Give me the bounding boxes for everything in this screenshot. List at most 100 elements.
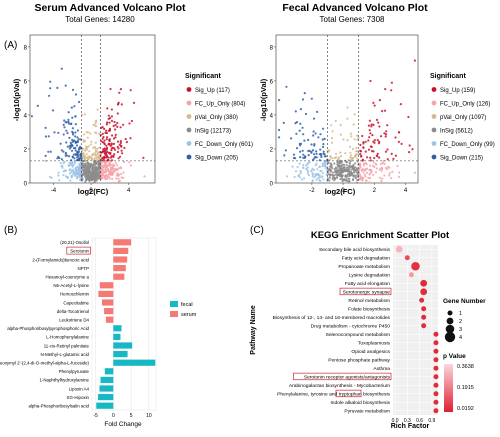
data-point <box>295 147 299 150</box>
data-point <box>101 176 104 179</box>
legend-marker <box>186 127 192 133</box>
kegg-pathway-label: Secondary bile acid biosynthesis <box>319 247 391 253</box>
data-point <box>110 143 113 146</box>
data-point <box>294 170 298 173</box>
data-point <box>306 163 309 166</box>
data-point <box>339 124 342 127</box>
highlight-box <box>293 372 392 381</box>
legend-marker <box>186 154 192 160</box>
kegg-pathway-label: Fatty acid degradation <box>342 256 391 262</box>
data-point <box>368 129 371 132</box>
data-point <box>308 161 311 164</box>
data-point <box>378 99 381 102</box>
data-point <box>81 149 84 152</box>
data-point <box>69 146 72 149</box>
data-point <box>116 112 119 115</box>
data-point <box>82 140 85 143</box>
data-point <box>302 153 305 156</box>
data-point <box>93 171 96 174</box>
legend-label: InSig (5612) <box>440 129 473 135</box>
data-point <box>349 156 352 159</box>
data-point <box>359 143 362 147</box>
data-point <box>110 108 113 111</box>
highlight-box <box>339 287 392 296</box>
data-point <box>48 94 51 97</box>
data-point <box>353 138 356 141</box>
data-point <box>351 158 354 161</box>
data-point <box>119 141 122 145</box>
data-point <box>334 152 338 155</box>
data-point <box>344 175 347 178</box>
data-point <box>299 108 302 111</box>
legend-label: FC_Up_Only (804) <box>195 102 245 108</box>
bar-category-label: (2'S)-Deoxymyl 2'-(2,4-di-O-methyl-alpha… <box>0 361 90 366</box>
data-point <box>79 171 82 174</box>
y-tick-label: 4 <box>270 113 274 119</box>
data-point <box>331 173 334 177</box>
data-point <box>356 181 359 184</box>
bar <box>113 265 126 272</box>
data-point <box>96 169 99 172</box>
data-point <box>388 174 391 177</box>
highlight-box <box>335 389 362 398</box>
data-point <box>394 136 397 139</box>
data-point <box>310 97 313 100</box>
data-point <box>113 147 116 150</box>
data-point <box>85 177 88 180</box>
size-legend-label: 3 <box>459 327 462 333</box>
data-point <box>30 115 33 118</box>
data-point <box>62 174 65 177</box>
data-point <box>339 174 342 177</box>
data-point <box>105 123 108 126</box>
bar-category-label: 11-cis-Retinyl palmitate <box>44 343 90 348</box>
data-point <box>97 164 100 167</box>
kegg-point <box>433 348 439 354</box>
data-point <box>292 153 296 156</box>
data-point <box>68 136 71 139</box>
data-point <box>371 164 375 167</box>
data-point <box>312 117 316 120</box>
data-point <box>356 171 359 174</box>
data-point <box>384 88 387 91</box>
data-point <box>376 155 379 158</box>
data-point <box>109 87 112 91</box>
data-point <box>66 145 69 148</box>
data-point <box>303 139 306 142</box>
data-point <box>109 171 112 174</box>
data-point <box>361 134 364 138</box>
data-point <box>100 168 104 171</box>
data-point <box>378 140 381 143</box>
data-point <box>120 144 123 147</box>
data-point <box>105 177 109 181</box>
data-point <box>114 161 117 164</box>
data-point <box>353 174 356 177</box>
data-point <box>96 153 99 156</box>
data-point <box>109 166 112 169</box>
data-point <box>354 154 357 158</box>
data-point <box>124 137 127 141</box>
data-point <box>302 133 305 136</box>
bar-category-label: N-Methyl-L-glutamic acid <box>40 352 89 357</box>
data-point <box>95 131 98 134</box>
data-point <box>303 92 306 95</box>
data-point <box>80 173 84 176</box>
data-point <box>90 158 93 161</box>
data-point <box>372 140 375 143</box>
data-point <box>348 172 351 175</box>
data-point <box>348 170 351 173</box>
data-point <box>360 155 363 158</box>
kegg-pathway-label: Retinol metabolism <box>348 298 390 304</box>
kegg-point <box>433 391 439 397</box>
data-point <box>114 123 117 127</box>
bar <box>113 256 128 263</box>
data-point <box>101 137 104 140</box>
kegg-point <box>411 261 420 271</box>
data-point <box>327 150 330 153</box>
data-point <box>307 174 310 177</box>
kegg-pathway-label: Lysine degradation <box>349 273 390 279</box>
data-point <box>346 139 349 142</box>
data-point <box>77 138 80 141</box>
data-point <box>103 127 106 130</box>
data-point <box>91 154 94 157</box>
data-point <box>103 156 106 159</box>
